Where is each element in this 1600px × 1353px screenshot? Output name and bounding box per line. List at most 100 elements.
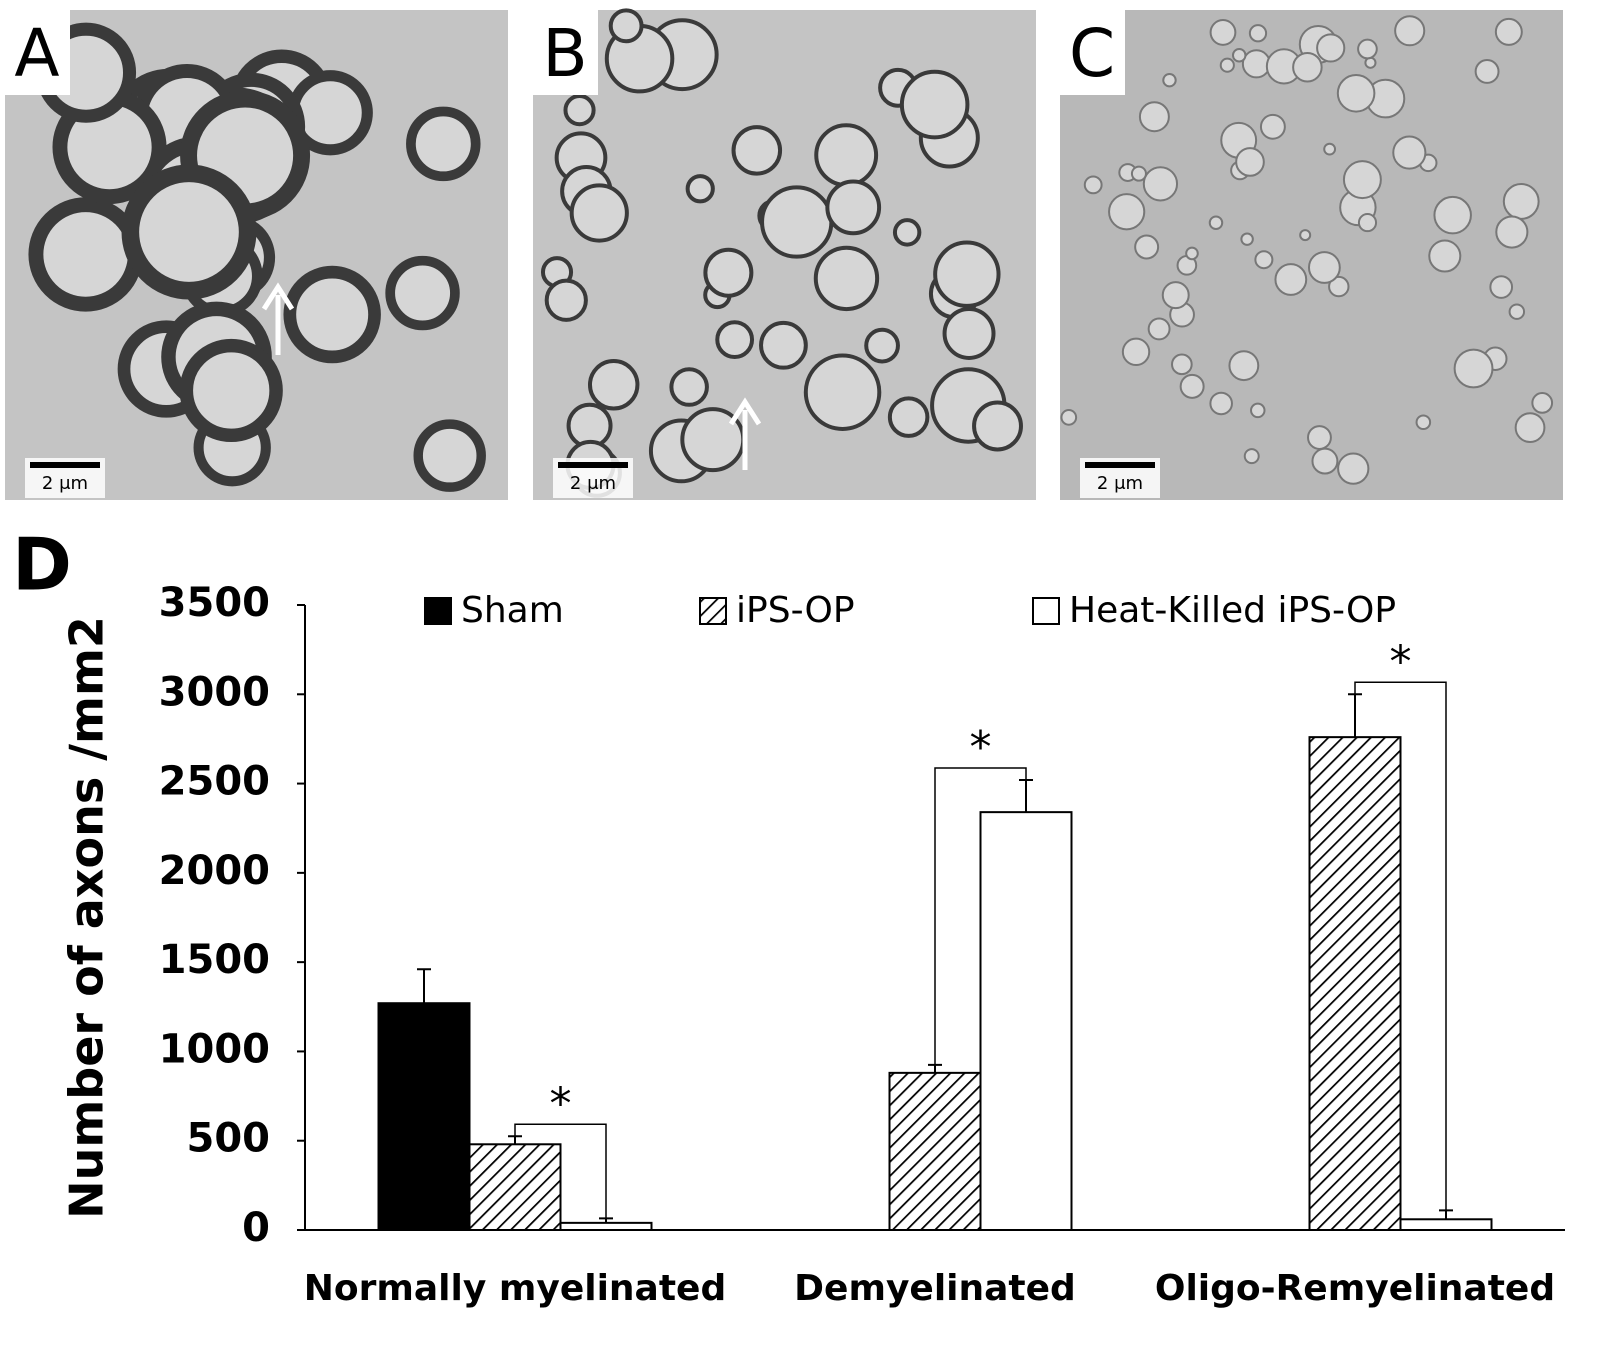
y-tick-label: 2500 (159, 759, 270, 805)
axon (1274, 263, 1308, 296)
axon (1083, 175, 1103, 195)
significance-star: * (970, 722, 992, 773)
axon (1208, 215, 1224, 230)
axon (1336, 74, 1376, 113)
axon (1142, 166, 1179, 202)
legend-label: Sham (461, 590, 564, 631)
axon (1228, 350, 1260, 382)
bar-chart: D Number of axons /mm2 0 500 1000 1500 2000 250… (12, 523, 1565, 1309)
axon (1171, 353, 1193, 376)
axon (1121, 337, 1151, 367)
axon (1147, 317, 1171, 341)
axon (669, 367, 709, 407)
axon (731, 125, 783, 176)
axon (1311, 447, 1339, 475)
axon (1337, 452, 1370, 485)
axon (1134, 234, 1160, 260)
axon (1250, 402, 1266, 419)
axon (1185, 246, 1199, 261)
axon (1489, 275, 1514, 299)
axon (1307, 425, 1332, 450)
axon (1248, 24, 1268, 43)
bar (979, 811, 1073, 1232)
significance-bracket (934, 767, 1027, 1065)
panel-label-bg (1060, 10, 1125, 95)
axon (563, 94, 596, 127)
legend-swatch (699, 597, 727, 625)
axon (1209, 391, 1233, 416)
error-bar (417, 968, 431, 1004)
panel-label: B (542, 15, 587, 92)
axon (283, 265, 381, 364)
axon (1392, 135, 1427, 170)
axon (406, 106, 481, 182)
axon (385, 255, 460, 331)
axon (1292, 51, 1323, 83)
scale-bar-label: 2 μm (1097, 473, 1143, 494)
axon (803, 353, 882, 431)
significance-star: * (550, 1078, 572, 1129)
axon (1323, 142, 1337, 156)
x-tick-label: Normally myelinated (304, 1268, 727, 1309)
axon (933, 240, 1001, 308)
y-axis-title: Number of axons /mm2 (60, 616, 114, 1219)
axon (1209, 19, 1237, 46)
axon (1508, 303, 1526, 320)
axon (899, 69, 970, 140)
axon (942, 306, 996, 360)
axon (121, 164, 257, 300)
axon (569, 183, 629, 243)
axon (887, 396, 930, 438)
micrographs: A 2 μm B 2 μm C 2 μm (5, 8, 1563, 500)
bar (468, 1143, 562, 1232)
panel-label: D (12, 523, 72, 607)
error-bar (1019, 779, 1033, 813)
panel-label: A (14, 15, 59, 92)
x-tick-label: Demyelinated (794, 1268, 1076, 1309)
axon (825, 179, 882, 236)
axon (1502, 183, 1540, 220)
axon (1138, 101, 1170, 133)
axon (544, 278, 588, 322)
axon (1162, 73, 1177, 88)
axon (1495, 215, 1529, 249)
y-tick-label: 2000 (159, 848, 270, 894)
axon (28, 197, 143, 312)
axon (1531, 392, 1554, 414)
axon (1060, 409, 1078, 426)
axon (1240, 232, 1254, 246)
axon (1259, 113, 1286, 140)
x-tick-label: Oligo-Remyelinated (1155, 1268, 1555, 1309)
bar (1308, 736, 1402, 1232)
panel-label: C (1069, 15, 1115, 92)
axon (608, 8, 644, 44)
axon (587, 359, 640, 411)
axon (1342, 160, 1382, 200)
axon (1219, 57, 1235, 73)
axon (1243, 448, 1260, 465)
axon (1241, 49, 1271, 79)
axon (1130, 165, 1147, 182)
axon (1357, 213, 1378, 233)
axon (1415, 414, 1432, 431)
bar (888, 1071, 982, 1232)
axon (1299, 229, 1312, 242)
axon (1428, 239, 1462, 273)
bar (1399, 1218, 1493, 1232)
y-tick-label: 1000 (159, 1026, 270, 1072)
legend-label: iPS-OP (736, 590, 855, 631)
panel-label-bg (5, 10, 70, 95)
y-tick-label: 3500 (159, 580, 270, 626)
axon (1433, 195, 1472, 235)
error-bar (508, 1135, 522, 1145)
axon (1357, 38, 1378, 60)
legend-swatch (1032, 597, 1060, 625)
axon (1307, 251, 1341, 284)
error-bar (1348, 693, 1362, 738)
axon (1231, 48, 1247, 63)
arrow (728, 397, 762, 470)
scale-bar-label: 2 μm (570, 473, 616, 494)
arrow (261, 282, 295, 355)
significance-bracket (514, 1123, 607, 1219)
